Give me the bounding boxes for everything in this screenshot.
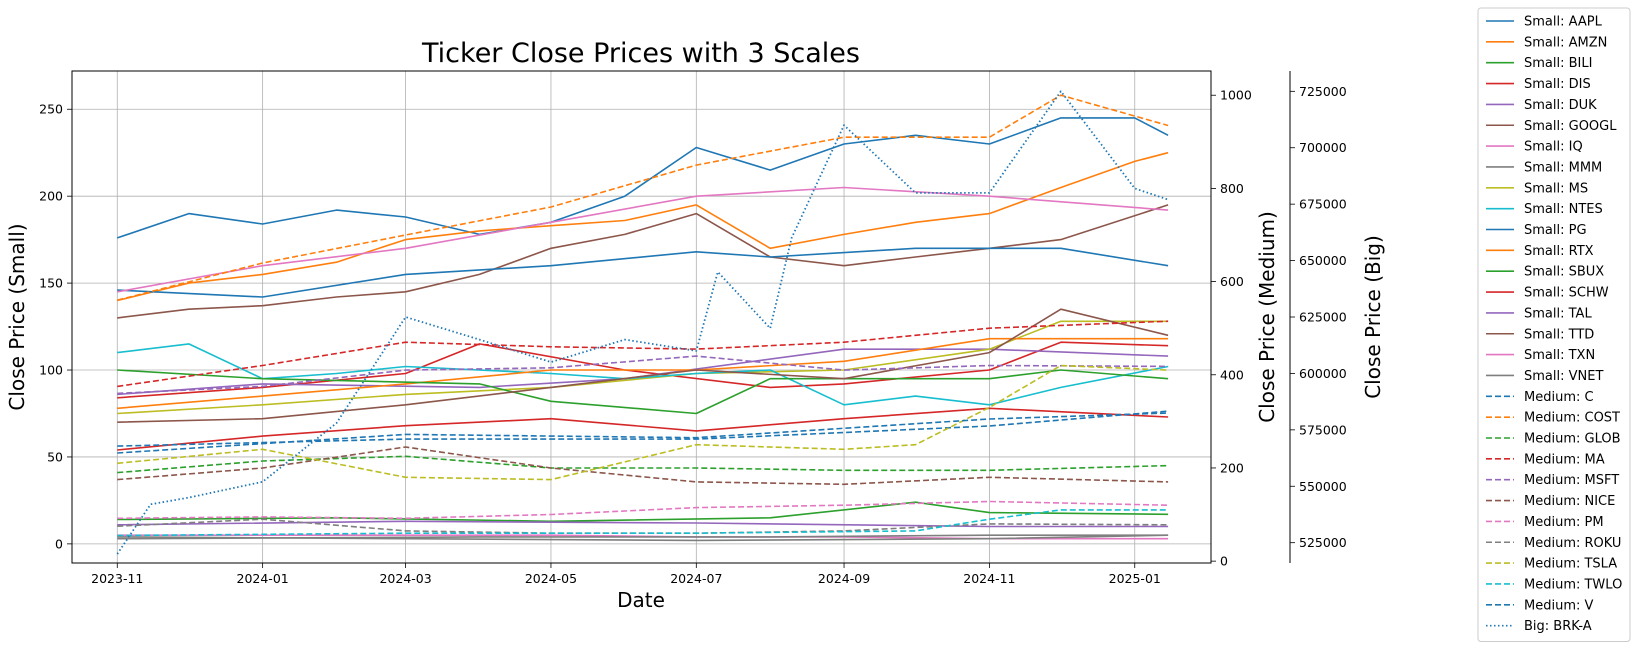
legend-label: Small: NTES <box>1524 202 1603 217</box>
legend-label: Small: PG <box>1524 223 1587 238</box>
y-tick-label-big: 700000 <box>1299 140 1347 155</box>
legend-label: Medium: COST <box>1524 411 1620 426</box>
legend-label: Small: MS <box>1524 181 1588 196</box>
series-line-small-rtx <box>117 337 1169 410</box>
legend-label: Small: TTD <box>1524 327 1594 342</box>
y-tick-label-big: 600000 <box>1299 366 1347 381</box>
x-tick-label: 2023-11 <box>91 571 143 586</box>
legend-label: Small: AAPL <box>1524 15 1603 30</box>
series-line-small-schw <box>117 407 1169 451</box>
y-tick-label-medium: 800 <box>1220 181 1244 196</box>
series-line-small-ttd <box>117 308 1169 423</box>
legend-label: Small: RTX <box>1524 244 1594 259</box>
legend-label: Medium: PM <box>1524 515 1604 530</box>
y-tick-label-small: 150 <box>39 276 63 291</box>
series-line-medium-v <box>117 412 1169 454</box>
x-tick-label: 2024-07 <box>670 571 722 586</box>
y-tick-label-big: 575000 <box>1299 422 1347 437</box>
legend-label: Small: TAL <box>1524 306 1592 321</box>
legend-label: Medium: NICE <box>1524 494 1615 509</box>
y-tick-label-medium: 600 <box>1220 274 1244 289</box>
series-line-small-vnet <box>117 534 1169 542</box>
legend-label: Small: VNET <box>1524 369 1603 384</box>
x-tick-label: 2024-01 <box>237 571 289 586</box>
series-layer <box>116 90 1169 555</box>
series-line-medium-nice <box>117 446 1169 486</box>
legend-label: Medium: C <box>1524 390 1594 405</box>
y-tick-label-medium: 200 <box>1220 460 1244 475</box>
series-line-medium-twlo <box>117 509 1169 537</box>
legend-label: Medium: MA <box>1524 452 1605 467</box>
legend-label: Small: TXN <box>1524 348 1595 363</box>
legend-label: Medium: TSLA <box>1524 557 1617 572</box>
legend-label: Small: MMM <box>1524 160 1602 175</box>
legend-label: Medium: V <box>1524 598 1593 613</box>
y-tick-label-medium: 400 <box>1220 367 1244 382</box>
y-tick-label-small: 100 <box>39 363 63 378</box>
series-line-medium-tsla <box>117 364 1169 481</box>
x-tick-label: 2024-05 <box>525 571 577 586</box>
grid-layer <box>72 71 1211 563</box>
legend-label: Small: DUK <box>1524 98 1597 113</box>
legend: Small: AAPL Small: AMZN Small: BILI Small: … <box>1477 7 1631 642</box>
y-axis-title-medium: Close Price (Medium) <box>1255 211 1279 423</box>
legend-label: Big: BRK-A <box>1524 619 1592 634</box>
y-tick-label-small: 50 <box>47 449 63 464</box>
series-line-medium-cost <box>117 94 1169 301</box>
y-tick-label-medium: 1000 <box>1220 88 1252 103</box>
series-line-small-amzn <box>117 151 1169 302</box>
axes-layer: 2023-11 2024-01 2024-03 2024-05 2024-07 2024-… <box>39 70 1347 586</box>
y-axis-title-small: Close Price (Small) <box>5 223 29 410</box>
y-tick-label-big: 525000 <box>1299 535 1347 550</box>
series-line-medium-msft <box>117 355 1169 395</box>
y-tick-label-big: 725000 <box>1299 84 1347 99</box>
chart-title: Ticker Close Prices with 3 Scales <box>421 38 860 69</box>
x-axis-title: Date <box>617 588 665 612</box>
legend-label: Small: IQ <box>1524 140 1583 155</box>
series-line-small-ntes <box>117 343 1169 406</box>
legend-label: Small: SBUX <box>1524 265 1604 280</box>
plot-frame <box>71 70 1212 564</box>
legend-frame <box>1477 7 1631 642</box>
y-tick-label-big: 675000 <box>1299 197 1347 212</box>
y-tick-label-medium: 0 <box>1220 554 1228 569</box>
y-tick-label-small: 250 <box>39 102 63 117</box>
x-tick-label: 2024-03 <box>379 571 431 586</box>
legend-label: Small: SCHW <box>1524 286 1609 301</box>
series-line-small-mmm <box>117 534 1169 540</box>
series-line-medium-ma <box>117 320 1169 388</box>
legend-label: Small: BILI <box>1524 56 1592 71</box>
legend-label: Small: AMZN <box>1524 35 1607 50</box>
y-tick-label-small: 0 <box>55 536 63 551</box>
y-axis-title-big: Close Price (Big) <box>1361 235 1385 399</box>
x-tick-label: 2024-11 <box>963 571 1015 586</box>
series-line-small-aapl <box>117 117 1169 239</box>
series-line-small-sbux <box>117 369 1169 415</box>
y-tick-label-big: 625000 <box>1299 310 1347 325</box>
legend-label: Medium: MSFT <box>1524 473 1619 488</box>
y-tick-label-big: 550000 <box>1299 479 1347 494</box>
legend-label: Small: DIS <box>1524 77 1591 92</box>
series-line-small-txn <box>117 186 1169 293</box>
legend-label: Medium: ROKU <box>1524 536 1621 551</box>
y-tick-label-big: 650000 <box>1299 253 1347 268</box>
series-line-small-pg <box>117 247 1169 298</box>
series-line-medium-c <box>117 410 1169 447</box>
y-tick-label-small: 200 <box>39 189 63 204</box>
legend-label: Small: GOOGL <box>1524 119 1617 134</box>
legend-label: Medium: GLOB <box>1524 432 1621 447</box>
series-line-big-brk-a <box>116 90 1169 555</box>
series-line-small-bili <box>117 501 1169 523</box>
series-line-medium-glob <box>117 455 1169 474</box>
series-line-small-googl <box>117 204 1169 319</box>
legend-label: Medium: TWLO <box>1524 577 1622 592</box>
series-line-medium-pm <box>117 500 1169 520</box>
x-tick-label: 2024-09 <box>818 571 870 586</box>
x-tick-label: 2025-01 <box>1109 571 1161 586</box>
